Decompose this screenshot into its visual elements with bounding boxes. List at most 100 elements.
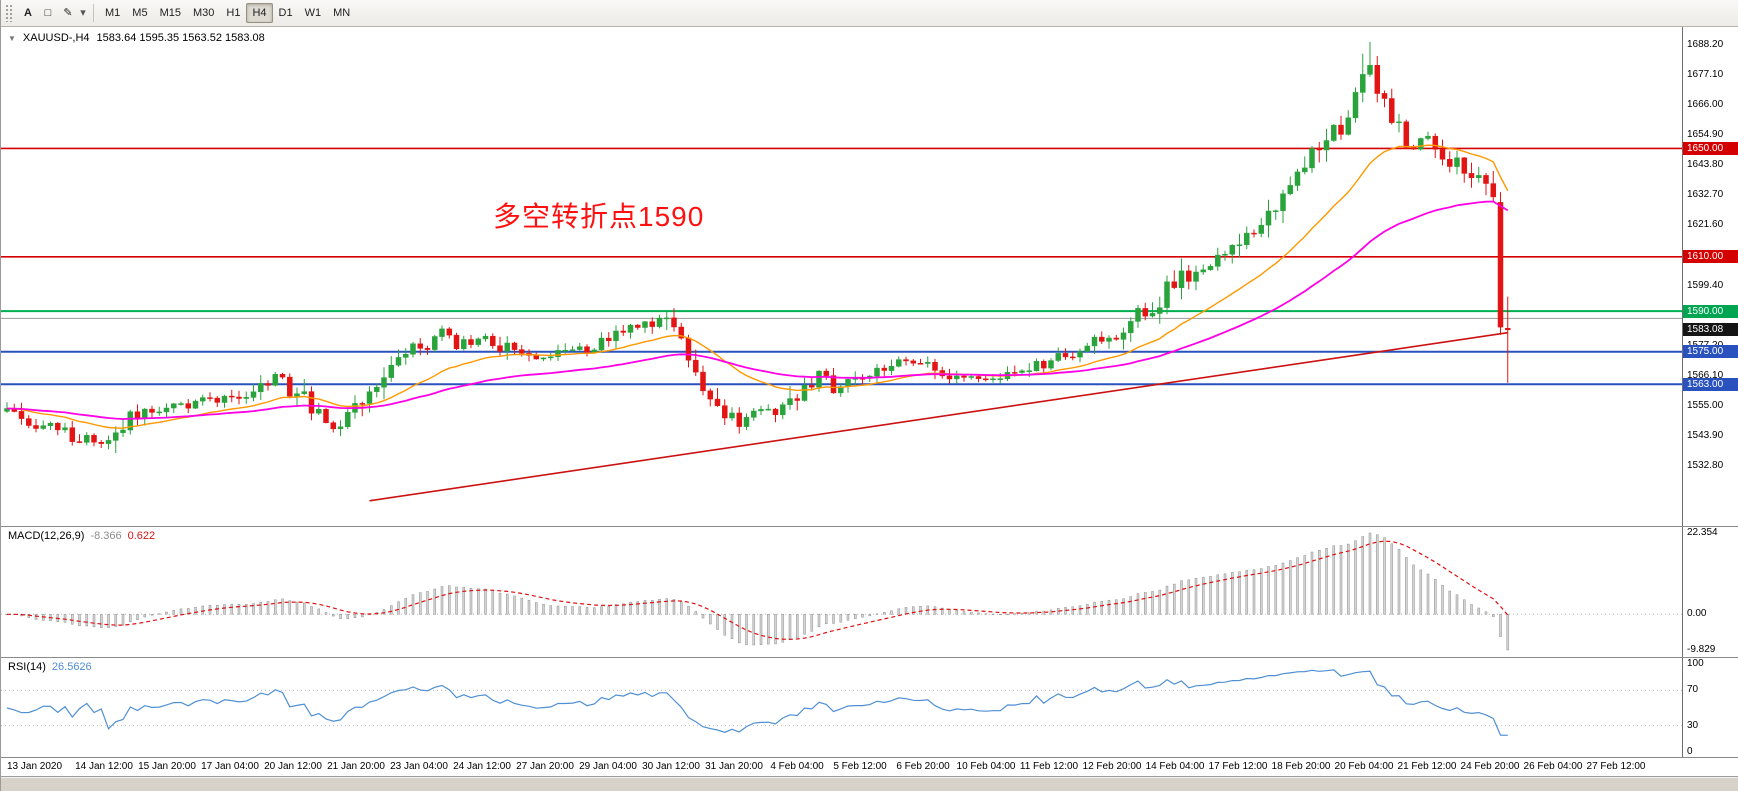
time-axis-label: 27 Feb 12:00 [1586,761,1646,772]
price-badge-1650.00: 1650.00 [1683,142,1738,155]
macd-axis: 22.354 0.00 -9.829 [1682,527,1738,657]
rsi-panel: RSI(14) 26.5626 100 70 30 0 [1,658,1738,758]
rsi-tick-label: 0 [1687,746,1693,757]
rsi-tick-label: 70 [1687,684,1699,695]
ma-fast-line [6,144,1509,429]
timeframe-button-mn[interactable]: MN [327,3,356,23]
timeframe-buttons: M1 M5 M15 M30 H1 H4 D1 W1 MN [99,3,356,23]
price-tick-label: 1555.00 [1687,400,1724,411]
rsi-tick-label: 100 [1687,658,1704,669]
price-tick-label: 1666.00 [1687,99,1724,110]
time-axis-label: 31 Jan 20:00 [705,761,763,772]
time-axis-label: 6 Feb 20:00 [896,761,950,772]
macd-svg [1,532,1682,651]
time-axis: 13 Jan 2020 14 Jan 12:00 15 Jan 20:00 17 Ja… [1,758,1738,777]
timeframe-button-m5[interactable]: M5 [126,3,153,23]
rsi-title: RSI(14) 26.5626 [8,661,92,673]
toolbar: A □ ✎ ▾ M1 M5 M15 M30 H1 H4 D1 W1 MN [1,0,1738,27]
price-badge-1610.00: 1610.00 [1683,250,1738,263]
price-tick-label: 1621.60 [1687,219,1724,230]
time-axis-label: 17 Jan 04:00 [201,761,259,772]
price-tick-label: 1688.20 [1687,39,1724,50]
macd-title: MACD(12,26,9) -8.366 0.622 [8,530,155,542]
timeframe-button-h1[interactable]: H1 [220,3,246,23]
timeframe-button-m1[interactable]: M1 [99,3,126,23]
font-tool-button[interactable]: A [18,3,38,23]
toolbar-icon-buttons: A □ ✎ ▾ [18,3,88,23]
price-badge-1590.00: 1590.00 [1683,305,1738,318]
price-axis: 1688.20 1677.10 1666.00 1654.90 1643.80 1632.… [1682,27,1738,526]
timeframe-button-m15[interactable]: M15 [154,3,187,23]
price-tick-label: 1599.40 [1687,280,1724,291]
ma-slow-line [6,200,1509,420]
macd-tick-label: 0.00 [1687,608,1707,619]
price-badge-1583.08: 1583.08 [1683,323,1738,336]
time-axis-label: 10 Feb 04:00 [956,761,1016,772]
time-axis-label: 21 Jan 20:00 [327,761,385,772]
time-axis-label: 23 Jan 04:00 [390,761,448,772]
time-axis-label: 5 Feb 12:00 [833,761,887,772]
macd-signal-line [7,540,1509,640]
time-axis-label: 4 Feb 04:00 [770,761,824,772]
timeframe-button-w1[interactable]: W1 [299,3,328,23]
price-tick-label: 1632.70 [1687,189,1724,200]
main-chart-panel: ▼ XAUUSD-,H4 1583.64 1595.35 1563.52 158… [1,27,1738,527]
draw-tool-dropdown-button[interactable]: ▾ [78,3,88,23]
main-plot: ▼ XAUUSD-,H4 1583.64 1595.35 1563.52 158… [1,27,1682,526]
timeframe-button-d1[interactable]: D1 [273,3,299,23]
time-axis-label: 30 Jan 12:00 [642,761,700,772]
rsi-value: 26.5626 [51,661,92,673]
rsi-svg [1,669,1682,736]
macd-tick-label: -9.829 [1687,644,1716,655]
time-axis-label: 20 Feb 04:00 [1334,761,1394,772]
time-axis-label: 15 Jan 20:00 [138,761,196,772]
time-axis-label: 27 Jan 20:00 [516,761,574,772]
price-badge-1563.00: 1563.00 [1683,378,1738,391]
text-box-tool-button[interactable]: □ [38,3,58,23]
timeframe-button-h4[interactable]: H4 [246,3,273,23]
time-axis-label: 20 Jan 12:00 [264,761,322,772]
macd-main-value: -8.366 [90,530,122,542]
time-axis-label: 14 Jan 12:00 [75,761,133,772]
timeframe-button-m30[interactable]: M30 [187,3,220,23]
rsi-axis: 100 70 30 0 [1682,658,1738,757]
price-badge-1575.00: 1575.00 [1683,345,1738,358]
time-axis-label: 26 Feb 04:00 [1523,761,1583,772]
macd-histogram [5,532,1510,651]
time-axis-label: 24 Feb 20:00 [1460,761,1520,772]
macd-signal-value: 0.622 [127,530,156,542]
candles-layer [4,41,1511,453]
symbol-title: XAUUSD-,H4 [22,32,90,44]
time-axis-label: 12 Feb 20:00 [1082,761,1142,772]
time-axis-label: 18 Feb 20:00 [1271,761,1331,772]
price-tick-label: 1677.10 [1687,69,1724,80]
time-axis-label: 14 Feb 04:00 [1145,761,1205,772]
ohlc-values: 1583.64 1595.35 1563.52 1583.08 [96,32,265,44]
price-chart-svg [1,41,1682,502]
toolbar-grip[interactable] [5,4,13,22]
toolbar-separator [93,4,94,22]
time-axis-label: 17 Feb 12:00 [1208,761,1268,772]
time-axis-label: 11 Feb 12:00 [1019,761,1079,772]
macd-tick-label: 22.354 [1687,527,1718,538]
rsi-label: RSI(14) [8,661,46,673]
price-tick-label: 1654.90 [1687,129,1724,140]
chart-annotation-text[interactable]: 多空转折点1590 [493,201,705,232]
ma-trend-line [369,331,1508,502]
time-axis-label: 29 Jan 04:00 [579,761,637,772]
price-tick-label: 1643.80 [1687,159,1724,170]
draw-tool-button[interactable]: ✎ [58,3,78,23]
macd-plot: MACD(12,26,9) -8.366 0.622 [1,527,1682,657]
time-axis-label: 24 Jan 12:00 [453,761,511,772]
chart-collapse-icon[interactable]: ▼ [8,33,16,43]
time-axis-label: 13 Jan 2020 [7,761,63,772]
time-axis-label: 21 Feb 12:00 [1397,761,1457,772]
rsi-plot: RSI(14) 26.5626 [1,658,1682,757]
price-tick-label: 1566.10 [1687,370,1724,381]
price-tick-label: 1532.80 [1687,460,1724,471]
macd-panel: MACD(12,26,9) -8.366 0.622 22.354 0.00 -9.… [1,527,1738,658]
macd-label: MACD(12,26,9) [8,530,85,542]
rsi-line [6,669,1508,736]
price-tick-label: 1543.90 [1687,430,1724,441]
